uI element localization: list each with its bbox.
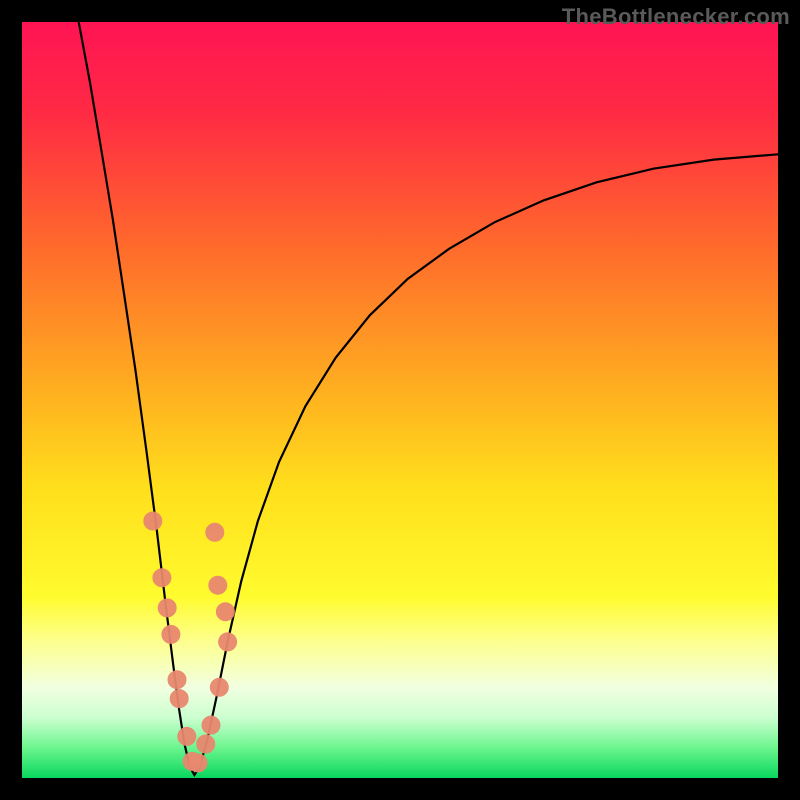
source-watermark: TheBottlenecker.com: [562, 4, 790, 30]
chart-frame: TheBottlenecker.com: [0, 0, 800, 800]
plot-gradient-background: [22, 22, 778, 778]
